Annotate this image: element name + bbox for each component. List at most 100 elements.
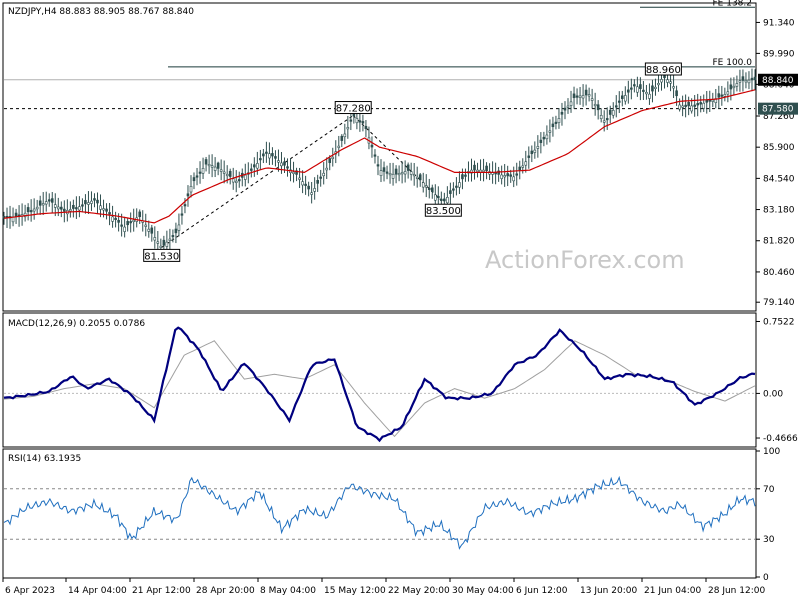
- last-price-box: [758, 73, 798, 86]
- candle-body: [75, 207, 78, 210]
- candle-body: [370, 144, 374, 148]
- x-tick-label: 14 Apr 04:00: [68, 586, 127, 596]
- y-tick-label: 83.180: [763, 206, 795, 216]
- candle-body: [614, 105, 618, 108]
- candle-body: [56, 206, 60, 210]
- support-price-box-label: 87.580: [762, 105, 794, 115]
- candle-body: [696, 103, 699, 106]
- candle-body: [29, 210, 33, 213]
- candle-body: [168, 238, 172, 241]
- candle-body: [669, 81, 672, 84]
- candle-body: [711, 99, 715, 102]
- candle-body: [325, 167, 329, 171]
- candle-body: [449, 190, 452, 194]
- candle-body: [69, 209, 72, 212]
- y-tick-label: 70: [763, 485, 775, 495]
- candle-body: [639, 84, 642, 89]
- candle-body: [349, 119, 353, 122]
- y-tick-label: 0: [763, 573, 769, 583]
- candle-body: [213, 166, 217, 171]
- candle-body: [32, 208, 36, 212]
- candle-body: [503, 175, 506, 178]
- rsi-line: [3, 475, 756, 550]
- candle-body: [186, 193, 190, 197]
- candle-body: [726, 91, 730, 95]
- y-tick-label: 0.7522: [763, 317, 795, 327]
- candle-body: [117, 219, 120, 223]
- swing-label-box: [143, 248, 181, 262]
- candle-body: [364, 125, 368, 129]
- candle-body: [171, 235, 175, 238]
- candle-body: [47, 199, 51, 202]
- candle-body: [617, 100, 621, 103]
- candle-body: [78, 206, 81, 211]
- candle-body: [575, 95, 579, 98]
- y-tick-label: -0.4666: [763, 434, 798, 444]
- candle-body: [500, 174, 503, 179]
- rsi-layer: [3, 475, 756, 550]
- candle-body: [578, 95, 582, 98]
- candle-body: [620, 95, 624, 99]
- candle-body: [96, 199, 99, 204]
- candle-body: [675, 90, 678, 97]
- x-tick-label: 21 Apr 12:00: [132, 586, 191, 596]
- candle-body: [388, 173, 392, 176]
- candle-body: [132, 219, 135, 222]
- candle-body: [319, 176, 322, 179]
- candle-body: [421, 182, 425, 188]
- candle-body: [90, 200, 93, 204]
- candle-body: [225, 173, 229, 177]
- fib-level-label: FE 100.0: [713, 58, 753, 68]
- candle-body: [443, 198, 446, 202]
- macd-signal-line: [3, 340, 756, 438]
- y-tick-label: 0.00: [763, 389, 783, 399]
- candle-body: [382, 167, 386, 172]
- candle-body: [611, 110, 615, 116]
- rsi-label: RSI(14) 63.1935: [8, 454, 81, 464]
- candle-body: [265, 151, 268, 154]
- candle-body: [415, 176, 419, 179]
- candle-body: [147, 228, 151, 232]
- y-tick-label: 89.990: [763, 49, 795, 59]
- x-tick-label: 6 Apr 2023: [5, 586, 55, 596]
- candle-body: [26, 207, 30, 213]
- candle-body: [174, 228, 178, 234]
- candle-body: [228, 170, 232, 177]
- y-tick-label: 100: [763, 447, 780, 457]
- candle-body: [542, 136, 546, 140]
- candle-body: [310, 192, 313, 195]
- x-tick-label: 6 Jun 12:00: [516, 586, 568, 596]
- candle-body: [234, 180, 238, 183]
- candle-body: [464, 174, 467, 177]
- swing-label: 87.280: [336, 104, 371, 115]
- swing-label-box: [334, 101, 372, 115]
- candle-body: [38, 200, 42, 206]
- candle-body: [572, 93, 576, 99]
- candle-body: [744, 80, 748, 83]
- candle-body: [159, 245, 163, 248]
- candle-body: [210, 165, 214, 168]
- candle-body: [165, 241, 169, 247]
- candle-body: [458, 182, 461, 188]
- candle-body: [732, 85, 736, 89]
- candle-body: [105, 208, 108, 212]
- candle-body: [126, 221, 129, 226]
- candle-body: [204, 159, 208, 165]
- swing-label-box: [424, 203, 462, 217]
- candle-body: [485, 165, 488, 172]
- y-tick-label: 30: [763, 535, 775, 545]
- candle-body: [81, 204, 84, 207]
- candle-body: [280, 162, 283, 167]
- candle-body: [295, 170, 298, 175]
- candle-body: [400, 172, 404, 175]
- candle-body: [533, 149, 537, 153]
- candle-body: [437, 195, 440, 199]
- candle-body: [153, 237, 157, 241]
- candle-body: [397, 172, 401, 176]
- candle-body: [156, 241, 160, 244]
- candle-body: [379, 170, 383, 176]
- candle-body: [461, 174, 464, 180]
- candle-body: [192, 177, 196, 182]
- candle-body: [506, 173, 509, 177]
- candle-body: [605, 118, 609, 121]
